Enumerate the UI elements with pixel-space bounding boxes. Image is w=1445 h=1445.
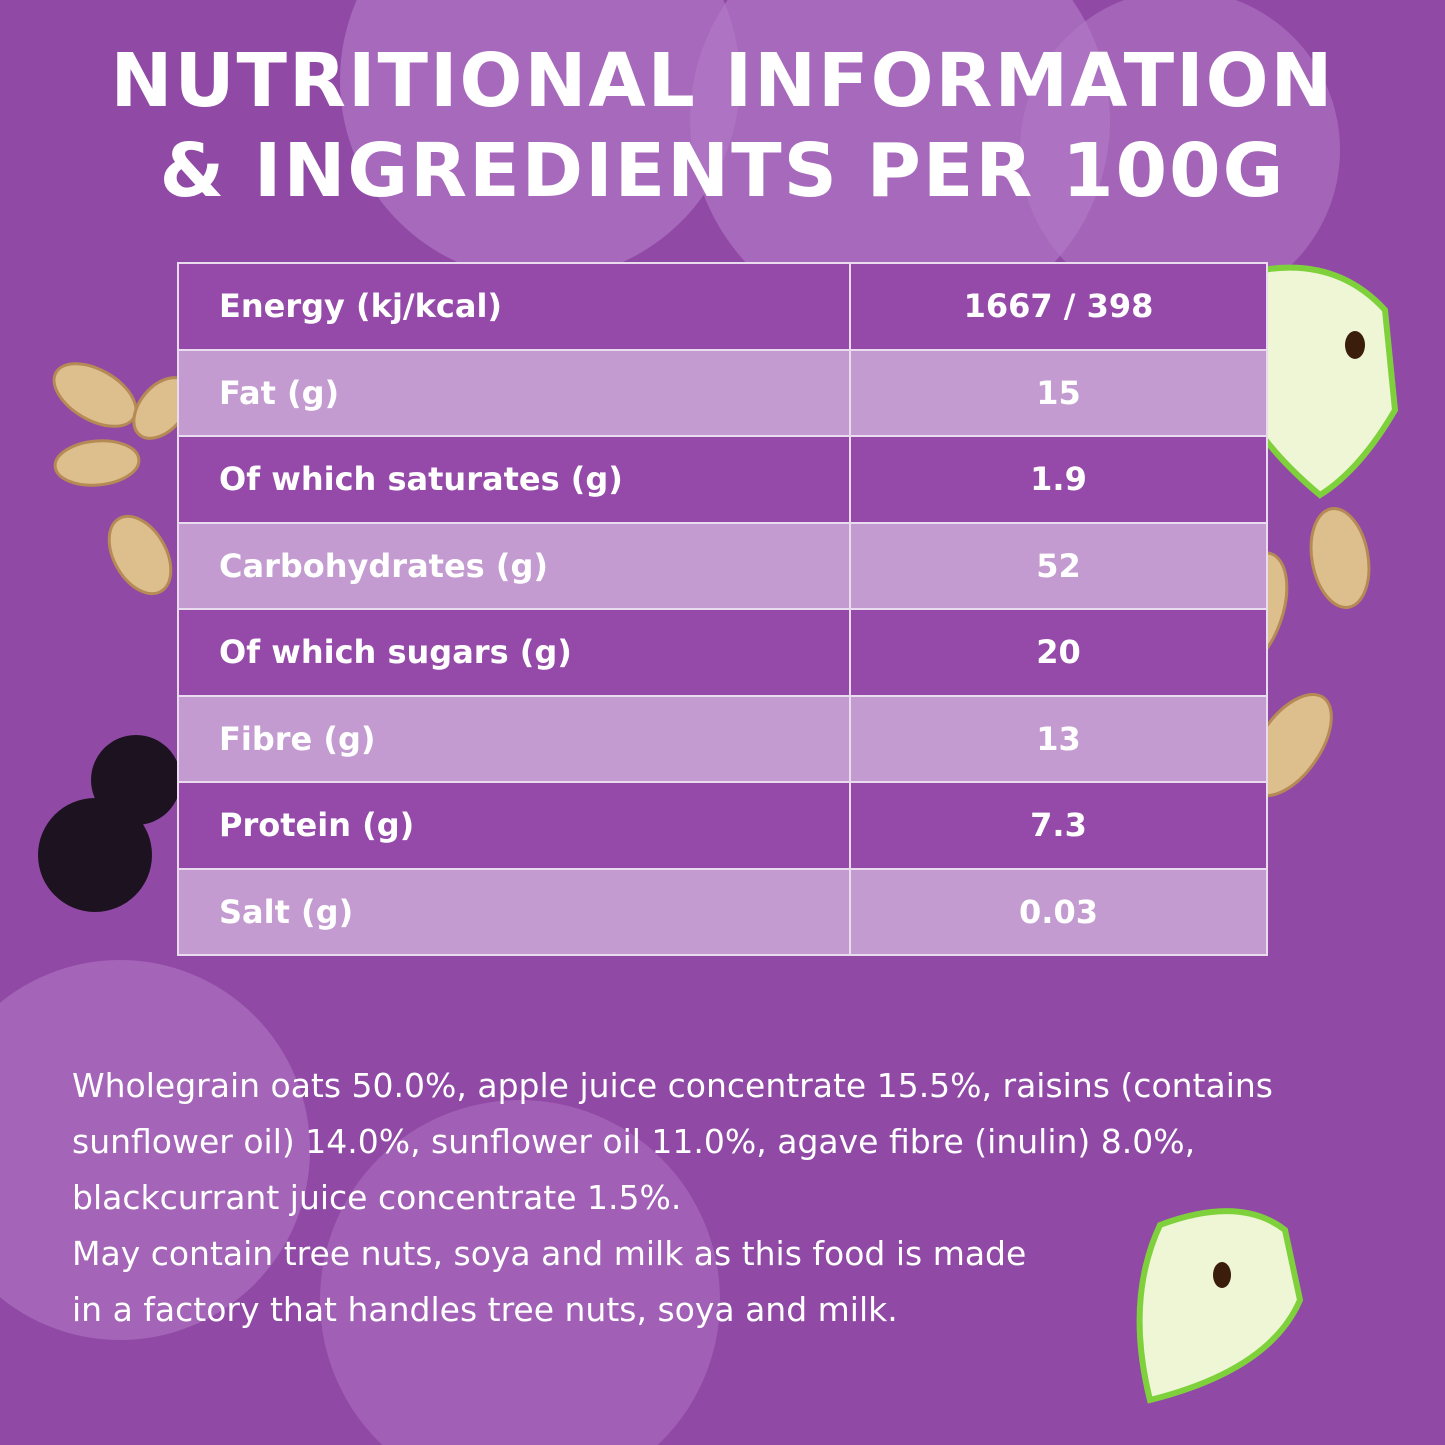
nutrient-value: 52	[849, 521, 1268, 610]
blob	[0, 960, 310, 1340]
title-line: & INGREDIENTS PER 100G	[159, 128, 1286, 214]
ingredients-line: Wholegrain oats 50.0%, apple juice conce…	[72, 1066, 1273, 1105]
nutrition-table: Energy (kj/kcal) 1667 / 398 Fat (g) 15 Of wh…	[177, 262, 1268, 956]
table-row: Fat (g) 15	[177, 348, 1268, 437]
nutrient-value: 20	[849, 608, 1268, 697]
table-row: Salt (g) 0.03	[177, 867, 1268, 956]
nutrient-label: Salt (g)	[177, 867, 851, 956]
nutrient-value: 1667 / 398	[849, 262, 1268, 351]
nutrient-value: 0.03	[849, 867, 1268, 956]
blob	[690, 0, 1110, 330]
title-line: NUTRITIONAL INFORMATION	[110, 38, 1335, 124]
table-row: Protein (g) 7.3	[177, 781, 1268, 870]
ingredients-line: in a factory that handles tree nuts, soy…	[72, 1290, 898, 1329]
nutrient-label: Fibre (g)	[177, 694, 851, 783]
nutrient-label: Protein (g)	[177, 781, 851, 870]
nutrient-label: Fat (g)	[177, 348, 851, 437]
nutrient-value: 7.3	[849, 781, 1268, 870]
blackcurrants	[38, 735, 181, 912]
ingredients-line: sunflower oil) 14.0%, sunflower oil 11.0…	[72, 1122, 1196, 1161]
table-row: Energy (kj/kcal) 1667 / 398	[177, 262, 1268, 351]
blob	[320, 1100, 720, 1445]
nutrient-label: Carbohydrates (g)	[177, 521, 851, 610]
nutrient-value: 15	[849, 348, 1268, 437]
ingredients: Wholegrain oats 50.0%, apple juice conce…	[72, 1058, 1273, 1338]
table-row: Of which saturates (g) 1.9	[177, 435, 1268, 524]
table-row: Of which sugars (g) 20	[177, 608, 1268, 697]
blob	[340, 0, 740, 280]
blob	[1020, 0, 1340, 310]
nutrient-value: 1.9	[849, 435, 1268, 524]
ingredients-line: blackcurrant juice concentrate 1.5%.	[72, 1178, 682, 1217]
nutrient-label: Energy (kj/kcal)	[177, 262, 851, 351]
table-row: Fibre (g) 13	[177, 694, 1268, 783]
table-row: Carbohydrates (g) 52	[177, 521, 1268, 610]
nutrient-value: 13	[849, 694, 1268, 783]
nutrient-label: Of which saturates (g)	[177, 435, 851, 524]
nutrient-label: Of which sugars (g)	[177, 608, 851, 697]
ingredients-line: May contain tree nuts, soya and milk as …	[72, 1234, 1027, 1273]
